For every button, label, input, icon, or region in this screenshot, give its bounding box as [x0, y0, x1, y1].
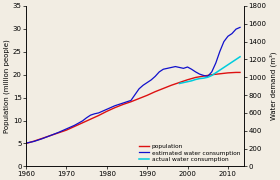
actual water consumption — [198, 78, 201, 80]
estimated water consumption — [238, 26, 242, 28]
actual water consumption — [214, 72, 218, 74]
estimated water consumption — [210, 71, 213, 73]
estimated water consumption — [121, 102, 125, 104]
population — [97, 114, 100, 117]
estimated water consumption — [182, 67, 185, 69]
population — [145, 94, 149, 96]
Y-axis label: Water demand (m³): Water demand (m³) — [269, 52, 277, 120]
estimated water consumption — [85, 117, 88, 119]
estimated water consumption — [137, 88, 141, 90]
actual water consumption — [234, 58, 238, 60]
actual water consumption — [238, 56, 242, 58]
population — [89, 118, 92, 120]
population — [238, 71, 242, 73]
estimated water consumption — [129, 99, 133, 102]
population — [57, 132, 60, 134]
population — [73, 125, 76, 128]
population — [65, 129, 68, 131]
estimated water consumption — [40, 138, 44, 140]
estimated water consumption — [214, 62, 218, 64]
population — [186, 79, 189, 81]
estimated water consumption — [57, 131, 60, 134]
actual water consumption — [226, 64, 230, 66]
Line: actual water consumption: actual water consumption — [179, 57, 240, 84]
estimated water consumption — [81, 120, 84, 122]
actual water consumption — [218, 69, 221, 71]
population — [218, 73, 221, 75]
estimated water consumption — [150, 79, 153, 81]
population — [194, 76, 197, 78]
population — [48, 135, 52, 137]
actual water consumption — [210, 74, 213, 76]
estimated water consumption — [24, 142, 28, 144]
actual water consumption — [222, 66, 226, 69]
estimated water consumption — [166, 67, 169, 69]
estimated water consumption — [97, 112, 100, 114]
Y-axis label: Population (million people): Population (million people) — [3, 39, 10, 133]
population — [40, 137, 44, 140]
population — [234, 71, 238, 73]
population — [32, 140, 36, 142]
estimated water consumption — [194, 71, 197, 73]
estimated water consumption — [73, 124, 76, 127]
population — [226, 72, 230, 74]
estimated water consumption — [113, 105, 116, 107]
Line: estimated water consumption: estimated water consumption — [26, 27, 240, 143]
estimated water consumption — [48, 134, 52, 137]
population — [162, 87, 165, 89]
estimated water consumption — [170, 66, 173, 69]
estimated water consumption — [206, 75, 209, 77]
population — [170, 84, 173, 86]
estimated water consumption — [222, 40, 226, 43]
estimated water consumption — [141, 84, 145, 86]
estimated water consumption — [198, 73, 201, 75]
estimated water consumption — [162, 68, 165, 70]
population — [24, 142, 28, 145]
estimated water consumption — [174, 66, 177, 68]
actual water consumption — [178, 82, 181, 85]
population — [202, 75, 205, 77]
estimated water consumption — [89, 114, 92, 116]
estimated water consumption — [105, 108, 108, 110]
actual water consumption — [206, 76, 209, 78]
estimated water consumption — [202, 74, 205, 76]
estimated water consumption — [65, 128, 68, 130]
actual water consumption — [190, 80, 193, 82]
estimated water consumption — [190, 68, 193, 70]
actual water consumption — [202, 77, 205, 79]
estimated water consumption — [158, 71, 161, 73]
estimated water consumption — [218, 50, 221, 53]
Line: population: population — [26, 72, 240, 143]
estimated water consumption — [234, 28, 238, 30]
estimated water consumption — [153, 75, 157, 77]
population — [178, 81, 181, 84]
actual water consumption — [230, 61, 234, 63]
population — [129, 101, 133, 103]
estimated water consumption — [186, 66, 189, 68]
estimated water consumption — [145, 82, 149, 84]
population — [121, 103, 125, 106]
population — [137, 97, 141, 100]
estimated water consumption — [93, 113, 96, 115]
actual water consumption — [186, 81, 189, 83]
population — [81, 122, 84, 124]
estimated water consumption — [32, 140, 36, 143]
estimated water consumption — [178, 66, 181, 69]
population — [105, 110, 108, 112]
population — [210, 74, 213, 76]
actual water consumption — [194, 78, 197, 81]
population — [113, 107, 116, 109]
estimated water consumption — [226, 35, 230, 37]
estimated water consumption — [230, 33, 234, 35]
population — [153, 91, 157, 93]
Legend: population, estimated water consumption, actual water consumption: population, estimated water consumption,… — [138, 142, 241, 163]
